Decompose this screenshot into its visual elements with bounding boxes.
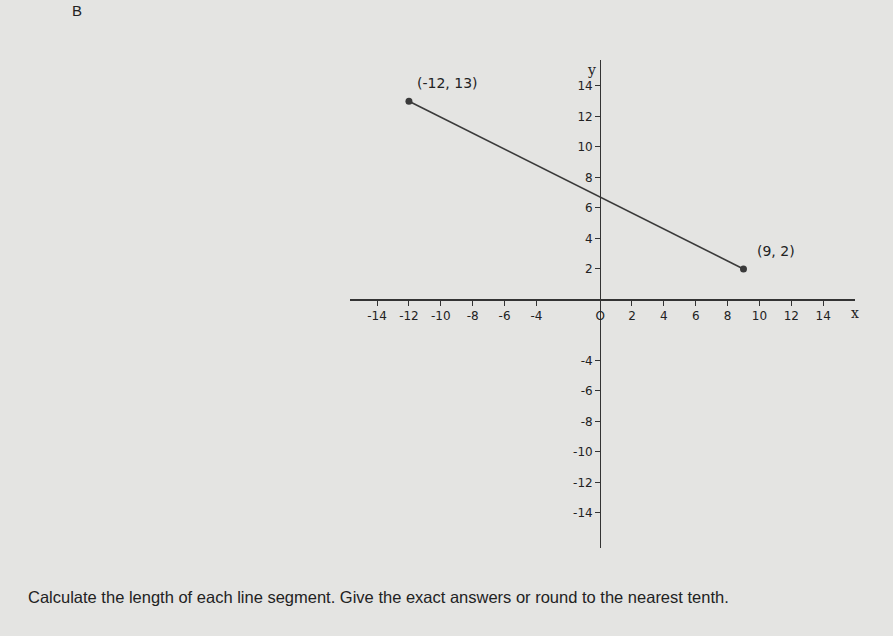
svg-text:8: 8 [724, 309, 732, 323]
svg-text:-12: -12 [573, 476, 593, 490]
svg-text:-4: -4 [530, 309, 542, 323]
svg-text:4: 4 [585, 232, 593, 246]
svg-text:x: x [851, 305, 859, 321]
svg-text:2: 2 [628, 309, 636, 323]
svg-text:10: 10 [752, 309, 767, 323]
svg-text:12: 12 [577, 110, 592, 124]
svg-text:10: 10 [577, 140, 592, 154]
svg-text:6: 6 [692, 309, 700, 323]
svg-text:-10: -10 [431, 309, 451, 323]
svg-text:4: 4 [660, 309, 668, 323]
svg-text:8: 8 [585, 171, 593, 185]
svg-text:-8: -8 [581, 415, 593, 429]
svg-text:-10: -10 [573, 445, 593, 459]
html-text:Calculate the length of each l: Calculate the length of each line segmen… [28, 588, 729, 606]
svg-text:-8: -8 [467, 309, 479, 323]
svg-text:y: y [587, 62, 596, 78]
svg-text:-4: -4 [581, 354, 593, 368]
svg-text:12: 12 [784, 309, 799, 323]
svg-text:-12: -12 [399, 309, 419, 323]
svg-text:(-12, 13): (-12, 13) [417, 75, 478, 91]
svg-text:-14: -14 [367, 309, 387, 323]
svg-text:-6: -6 [581, 384, 593, 398]
svg-text:14: 14 [815, 309, 830, 323]
html-text:B: B [72, 2, 82, 19]
svg-text:O: O [595, 309, 604, 323]
svg-text:(9, 2): (9, 2) [757, 243, 795, 259]
svg-text:6: 6 [585, 201, 593, 215]
svg-text:2: 2 [585, 262, 593, 276]
svg-text:14: 14 [577, 79, 592, 93]
svg-text:-6: -6 [499, 309, 511, 323]
svg-text:-14: -14 [573, 506, 593, 520]
